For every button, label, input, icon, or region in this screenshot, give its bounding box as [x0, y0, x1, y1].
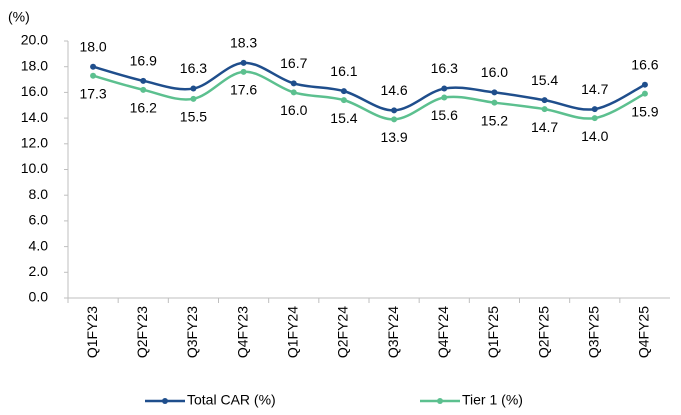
data-label: 16.1 [330, 63, 357, 79]
point [190, 85, 197, 92]
data-label: 15.4 [330, 110, 357, 126]
point [491, 89, 498, 96]
point [491, 99, 498, 106]
y-tick-label: 18.0 [21, 57, 48, 73]
x-tick-label: Q2FY23 [134, 306, 150, 358]
x-tick-label: Q4FY25 [636, 306, 652, 358]
data-label: 18.3 [230, 35, 257, 51]
y-tick-label: 12.0 [21, 135, 48, 151]
x-tick-label: Q4FY23 [234, 306, 250, 358]
point [190, 95, 197, 102]
y-tick-label: 8.0 [29, 186, 49, 202]
y-tick-label: 4.0 [29, 237, 49, 253]
data-label: 14.0 [581, 128, 608, 144]
x-tick-label: Q4FY24 [435, 306, 451, 358]
y-tick-label: 20.0 [21, 32, 48, 48]
point [641, 90, 648, 97]
point [441, 85, 448, 92]
point [391, 116, 398, 123]
x-tick-label: Q2FY25 [535, 306, 551, 358]
x-tick-label: Q3FY23 [184, 306, 200, 358]
point [591, 106, 598, 113]
point [541, 97, 548, 104]
point [641, 81, 648, 88]
data-label: 16.9 [130, 53, 157, 69]
y-tick-label: 10.0 [21, 160, 48, 176]
point [240, 68, 247, 75]
y-tick-label: 2.0 [29, 263, 49, 279]
data-label: 16.0 [481, 64, 508, 80]
series-line [92, 70, 646, 121]
data-label: 16.2 [130, 100, 157, 116]
data-label: 15.6 [431, 107, 458, 123]
x-tick-label: Q2FY24 [335, 306, 351, 358]
legend-marker [437, 398, 443, 404]
data-label: 16.6 [631, 56, 658, 72]
data-label: 15.9 [631, 103, 658, 119]
data-label: 14.6 [380, 82, 407, 98]
data-label: 15.2 [481, 112, 508, 128]
point [140, 77, 147, 84]
data-label: 15.5 [180, 109, 207, 125]
x-tick-label: Q3FY24 [385, 306, 401, 358]
data-label: 16.0 [280, 102, 307, 118]
data-label: 13.9 [380, 129, 407, 145]
data-label: 18.0 [79, 38, 106, 54]
point [290, 80, 297, 87]
y-tick-label: 16.0 [21, 83, 48, 99]
point [240, 59, 247, 66]
point [591, 115, 598, 122]
data-label: 16.7 [280, 55, 307, 71]
data-label: 16.3 [431, 60, 458, 76]
point [340, 88, 347, 95]
x-tick-label: Q1FY25 [485, 306, 501, 358]
data-label: 14.7 [581, 81, 608, 97]
x-tick-label: Q1FY23 [84, 306, 100, 358]
point [90, 63, 97, 70]
point [541, 106, 548, 113]
legend-marker [162, 398, 168, 404]
y-axis-label: (%) [8, 9, 30, 25]
data-label: 16.3 [180, 60, 207, 76]
y-tick-label: 14.0 [21, 109, 48, 125]
point [340, 97, 347, 104]
legend-label: Tier 1 (%) [462, 392, 523, 408]
point [290, 89, 297, 96]
y-tick-label: 6.0 [29, 212, 49, 228]
data-label: 17.3 [79, 85, 106, 101]
series-line [92, 61, 646, 112]
point [391, 107, 398, 114]
point [90, 72, 97, 79]
y-tick-label: 0.0 [29, 289, 49, 305]
point [140, 86, 147, 93]
data-label: 14.7 [531, 119, 558, 135]
x-tick-label: Q3FY25 [585, 306, 601, 358]
x-tick-label: Q1FY24 [284, 306, 300, 358]
data-label: 17.6 [230, 82, 257, 98]
point [441, 94, 448, 101]
legend-label: Total CAR (%) [187, 392, 276, 408]
data-label: 15.4 [531, 72, 558, 88]
